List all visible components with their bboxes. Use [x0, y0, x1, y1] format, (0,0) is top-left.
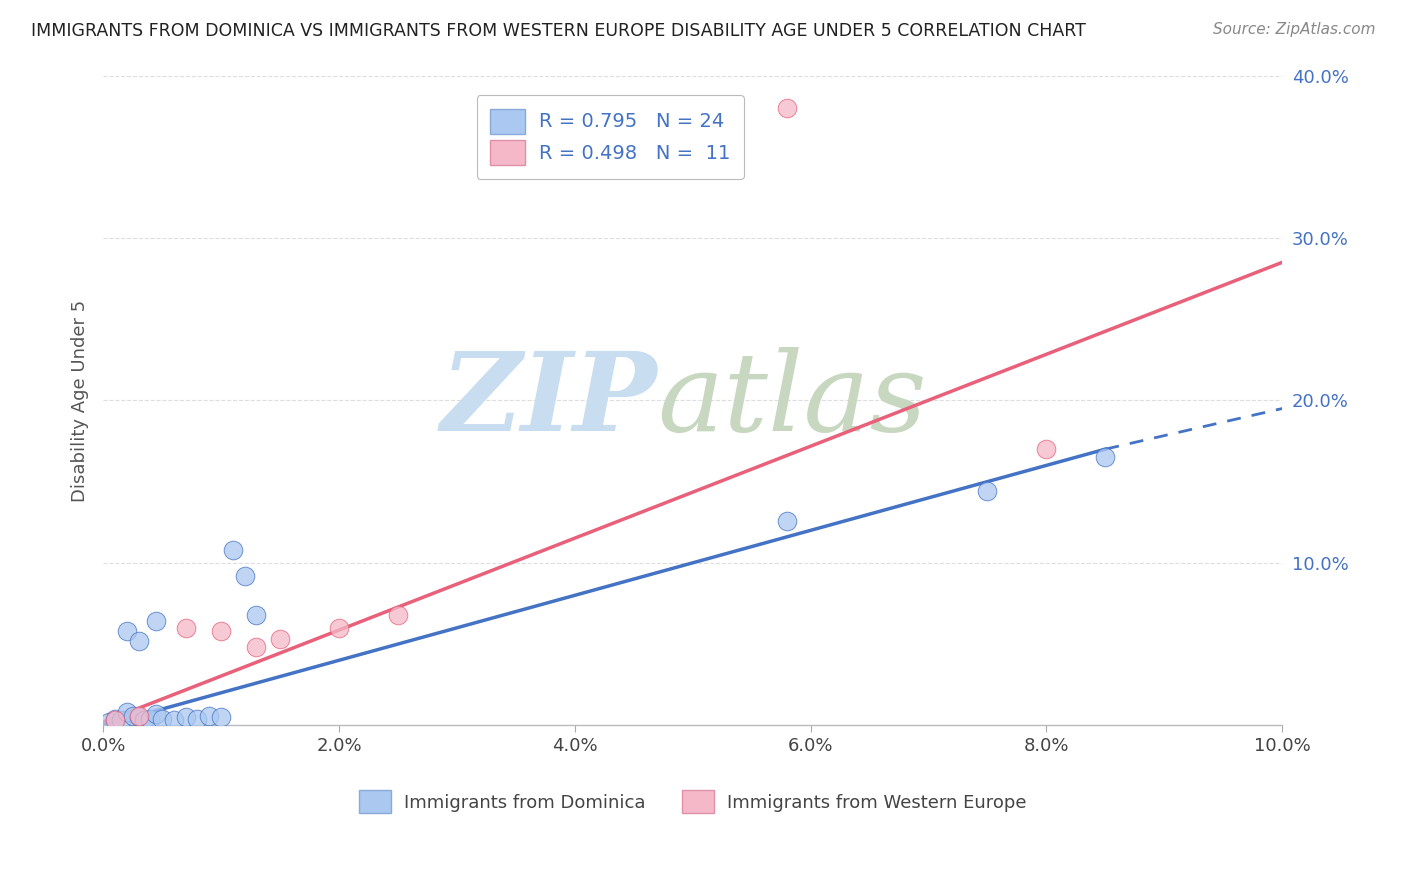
Point — [209, 624, 232, 638]
Point — [776, 101, 799, 115]
Point — [134, 714, 156, 728]
Point — [98, 714, 121, 729]
Point — [328, 621, 350, 635]
Point — [245, 607, 267, 622]
Point — [588, 150, 610, 164]
Point — [198, 708, 221, 723]
Point — [1035, 442, 1057, 457]
Point — [145, 706, 167, 721]
Point — [104, 714, 127, 728]
Point — [174, 710, 197, 724]
Point — [104, 712, 127, 726]
Text: atlas: atlas — [657, 347, 927, 454]
Point — [1094, 450, 1116, 465]
Point — [139, 712, 162, 726]
Point — [209, 710, 232, 724]
Point — [115, 706, 138, 720]
Legend: Immigrants from Dominica, Immigrants from Western Europe: Immigrants from Dominica, Immigrants fro… — [352, 783, 1033, 821]
Point — [128, 710, 150, 724]
Text: Source: ZipAtlas.com: Source: ZipAtlas.com — [1212, 22, 1375, 37]
Point — [174, 621, 197, 635]
Point — [150, 712, 173, 726]
Point — [110, 714, 132, 728]
Point — [976, 484, 998, 499]
Text: IMMIGRANTS FROM DOMINICA VS IMMIGRANTS FROM WESTERN EUROPE DISABILITY AGE UNDER : IMMIGRANTS FROM DOMINICA VS IMMIGRANTS F… — [31, 22, 1085, 40]
Point — [245, 640, 267, 655]
Point — [233, 569, 256, 583]
Point — [128, 708, 150, 723]
Point — [776, 514, 799, 528]
Point — [121, 708, 143, 723]
Point — [128, 633, 150, 648]
Point — [269, 632, 291, 647]
Text: ZIP: ZIP — [440, 347, 657, 454]
Point — [387, 607, 409, 622]
Point — [163, 714, 186, 728]
Point — [222, 542, 245, 557]
Y-axis label: Disability Age Under 5: Disability Age Under 5 — [72, 300, 89, 501]
Point — [145, 615, 167, 629]
Point — [115, 624, 138, 638]
Point — [186, 712, 208, 726]
